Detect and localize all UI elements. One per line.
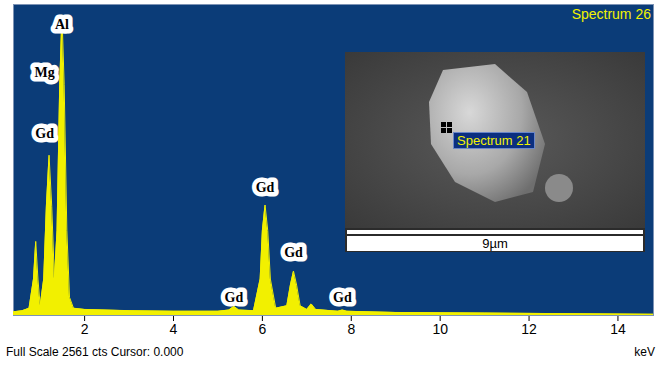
svg-text:Gd: Gd [225, 290, 244, 305]
html-text:Spectrum 21: Spectrum 21 [457, 133, 531, 148]
svg-text:Gd: Gd [284, 245, 303, 260]
html-text:Full Scale 2561 cts Cursor: 0.: Full Scale 2561 cts Cursor: 0.000 [6, 345, 184, 359]
svg-text:10: 10 [432, 321, 448, 337]
svg-text:14: 14 [610, 321, 626, 337]
svg-text:Gd: Gd [333, 290, 352, 305]
svg-text:2: 2 [81, 321, 89, 337]
svg-text:12: 12 [521, 321, 537, 337]
html-text:Spectrum 26: Spectrum 26 [571, 6, 651, 22]
svg-text:Gd: Gd [35, 126, 54, 141]
svg-text:Gd: Gd [256, 180, 275, 195]
svg-text:8: 8 [347, 321, 355, 337]
svg-text:Al: Al [55, 17, 69, 32]
html-text:keV: keV [634, 345, 655, 359]
svg-text:Mg: Mg [35, 65, 55, 80]
svg-text:4: 4 [170, 321, 178, 337]
html-text:9µm: 9µm [482, 236, 508, 251]
svg-text:6: 6 [258, 321, 266, 337]
